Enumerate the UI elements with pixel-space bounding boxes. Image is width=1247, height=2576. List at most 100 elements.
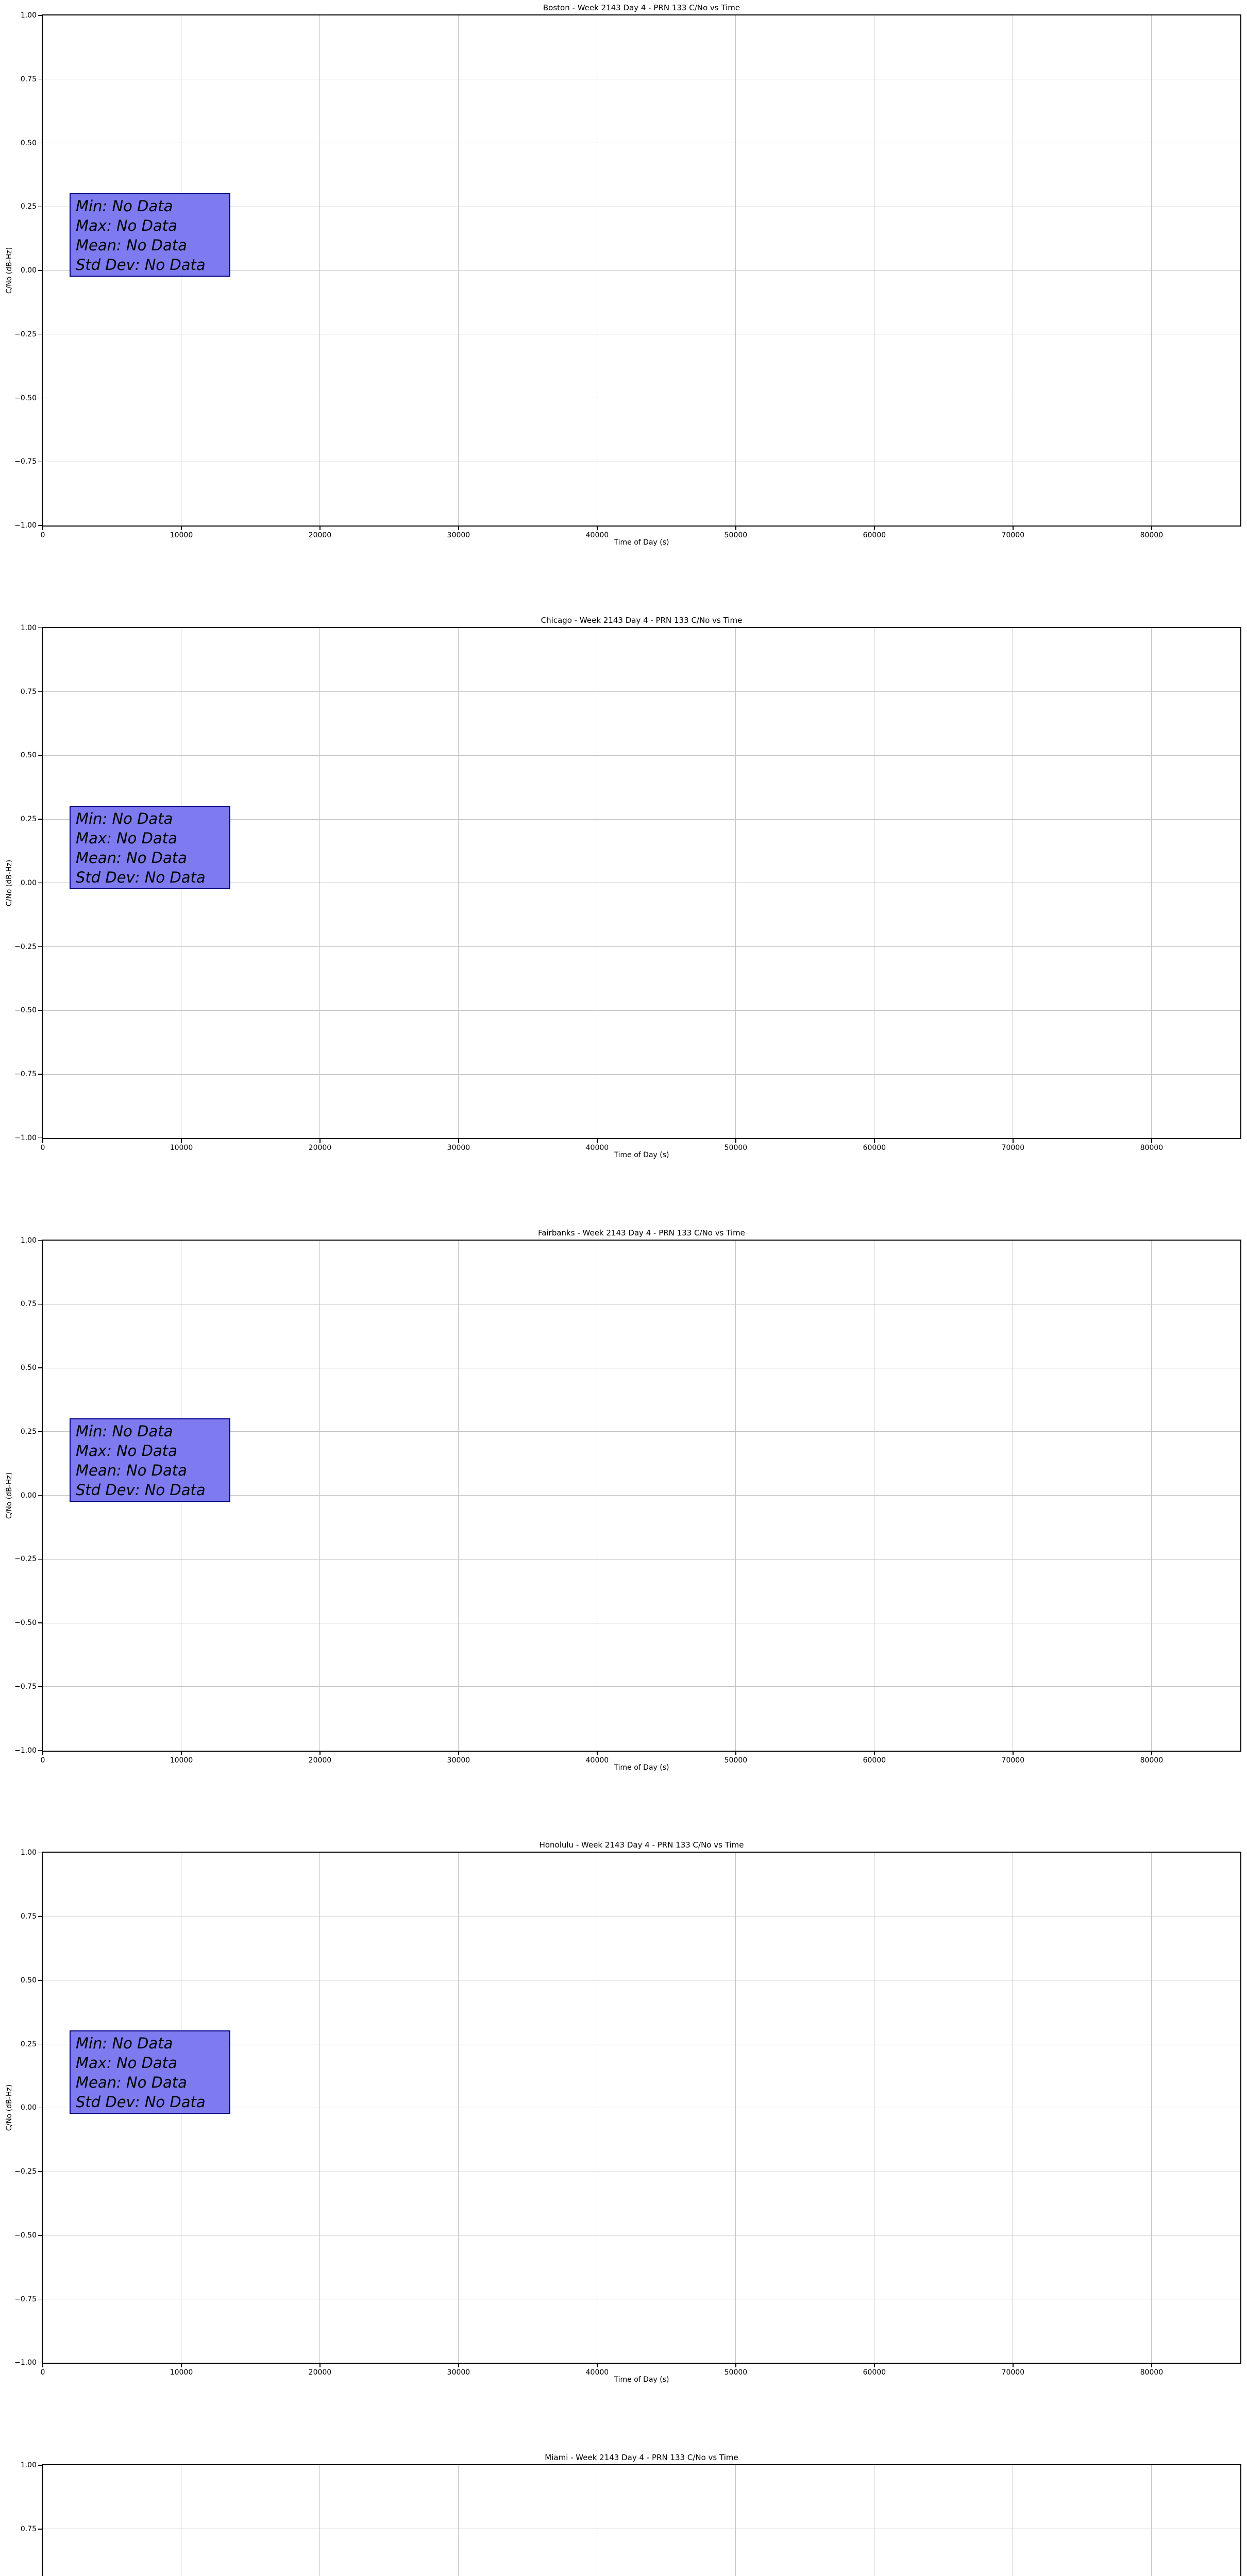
y-tick-label: 1.00: [20, 11, 37, 20]
gridline-y: [43, 1686, 1240, 1687]
x-tick-label: 20000: [308, 1756, 332, 1765]
stats-line: Max: No Data: [76, 829, 177, 847]
y-tick-label: 0.00: [20, 2104, 37, 2112]
y-tick-mark: [38, 525, 42, 526]
chart-block: Chicago - Week 2143 Day 4 - PRN 133 C/No…: [0, 613, 1247, 1225]
x-tick-label: 10000: [170, 531, 193, 539]
x-tick-label: 60000: [863, 531, 886, 539]
x-tick-mark: [458, 2364, 459, 2368]
y-tick-label: 0.75: [20, 75, 37, 83]
y-tick-label: 0.75: [20, 2524, 37, 2533]
x-axis-label: Time of Day (s): [614, 1150, 669, 1159]
x-tick-mark: [42, 1751, 43, 1755]
stats-line: Min: No Data: [76, 197, 173, 215]
x-axis-label: Time of Day (s): [614, 2376, 669, 2384]
y-tick-label: 1.00: [20, 1849, 37, 1857]
y-tick-mark: [38, 1431, 42, 1432]
y-tick-mark: [38, 2171, 42, 2172]
stats-line: Std Dev: No Data: [76, 256, 206, 274]
y-tick-label: 0.75: [20, 687, 37, 696]
x-tick-mark: [42, 527, 43, 530]
x-tick-label: 30000: [447, 2368, 470, 2377]
chart-title: Honolulu - Week 2143 Day 4 - PRN 133 C/N…: [539, 1840, 744, 1850]
y-tick-mark: [38, 691, 42, 692]
y-tick-label: −1.00: [14, 1746, 37, 1755]
stats-line: Max: No Data: [76, 217, 177, 234]
gridline-y: [43, 691, 1240, 692]
y-tick-label: −0.75: [14, 1682, 37, 1691]
x-tick-label: 10000: [170, 1143, 193, 1152]
y-tick-label: 0.50: [20, 139, 37, 147]
x-axis-label: Time of Day (s): [614, 538, 669, 547]
x-tick-label: 60000: [863, 1756, 886, 1765]
x-tick-mark: [42, 2364, 43, 2368]
chart-title: Boston - Week 2143 Day 4 - PRN 133 C/No …: [543, 3, 740, 12]
y-tick-label: 1.00: [20, 623, 37, 632]
x-tick-label: 40000: [585, 1143, 609, 1152]
y-tick-label: 0.25: [20, 2040, 37, 2048]
x-tick-label: 0: [40, 1143, 45, 1152]
x-tick-label: 30000: [447, 1143, 470, 1152]
x-tick-label: 80000: [1140, 531, 1164, 539]
chart-block: Fairbanks - Week 2143 Day 4 - PRN 133 C/…: [0, 1225, 1247, 1838]
chart-block: Honolulu - Week 2143 Day 4 - PRN 133 C/N…: [0, 1837, 1247, 2450]
x-tick-mark: [735, 1751, 736, 1755]
chart-title: Miami - Week 2143 Day 4 - PRN 133 C/No v…: [545, 2453, 738, 2463]
x-tick-label: 80000: [1140, 1143, 1164, 1152]
y-tick-label: 0.00: [20, 266, 37, 275]
x-tick-label: 30000: [447, 531, 470, 539]
y-tick-mark: [38, 1240, 42, 1241]
x-tick-label: 50000: [724, 2368, 748, 2377]
y-tick-label: −0.25: [14, 942, 37, 951]
y-tick-label: 0.50: [20, 1364, 37, 1372]
x-tick-label: 20000: [308, 1143, 332, 1152]
stats-annotation: Min: No Data Max: No Data Mean: No Data Std…: [70, 2030, 230, 2114]
gridline-x: [735, 2465, 736, 2576]
x-tick-mark: [1151, 527, 1152, 530]
y-tick-mark: [38, 1916, 42, 1917]
stats-line: Mean: No Data: [76, 2074, 187, 2092]
y-tick-label: 1.00: [20, 2461, 37, 2470]
stats-line: Mean: No Data: [76, 236, 187, 254]
x-tick-label: 50000: [724, 531, 748, 539]
x-tick-label: 70000: [1001, 2368, 1025, 2377]
gridline-y: [43, 946, 1240, 947]
x-tick-label: 50000: [724, 1143, 748, 1152]
chart-title: Chicago - Week 2143 Day 4 - PRN 133 C/No…: [541, 615, 743, 625]
y-tick-label: −1.00: [14, 1133, 37, 1142]
x-tick-mark: [735, 2364, 736, 2368]
x-tick-mark: [42, 1139, 43, 1143]
y-tick-label: −1.00: [14, 521, 37, 530]
x-tick-label: 10000: [170, 1756, 193, 1765]
x-axis-label: Time of Day (s): [614, 1763, 669, 1772]
y-tick-label: 0.00: [20, 878, 37, 887]
stats-line: Max: No Data: [76, 2054, 177, 2072]
y-tick-label: 0.25: [20, 1427, 37, 1436]
y-tick-mark: [38, 1750, 42, 1751]
y-tick-label: −0.75: [14, 457, 37, 466]
x-tick-mark: [319, 1139, 321, 1143]
x-tick-label: 60000: [863, 2368, 886, 2377]
gridline-y: [43, 819, 1240, 820]
y-tick-mark: [38, 1622, 42, 1623]
gridline-y: [43, 1010, 1240, 1011]
x-tick-mark: [319, 1751, 321, 1755]
gridline-x: [1151, 2465, 1152, 2576]
y-tick-label: 0.25: [20, 202, 37, 211]
chart-block: Miami - Week 2143 Day 4 - PRN 133 C/No v…: [0, 2450, 1247, 2576]
chart-block: Boston - Week 2143 Day 4 - PRN 133 C/No …: [0, 0, 1247, 613]
x-tick-label: 20000: [308, 2368, 332, 2377]
y-tick-label: 0.25: [20, 815, 37, 824]
y-tick-label: −0.50: [14, 1006, 37, 1015]
y-tick-label: 0.75: [20, 1912, 37, 1921]
stats-line: Max: No Data: [76, 1442, 177, 1460]
stats-line: Std Dev: No Data: [76, 1481, 206, 1499]
gridline-y: [43, 1558, 1240, 1560]
stats-line: Min: No Data: [76, 2035, 173, 2053]
y-tick-mark: [38, 755, 42, 756]
y-tick-label: 0.50: [20, 1976, 37, 1985]
x-tick-label: 70000: [1001, 1143, 1025, 1152]
stats-line: Std Dev: No Data: [76, 868, 206, 886]
chart-title: Fairbanks - Week 2143 Day 4 - PRN 133 C/…: [538, 1228, 745, 1238]
